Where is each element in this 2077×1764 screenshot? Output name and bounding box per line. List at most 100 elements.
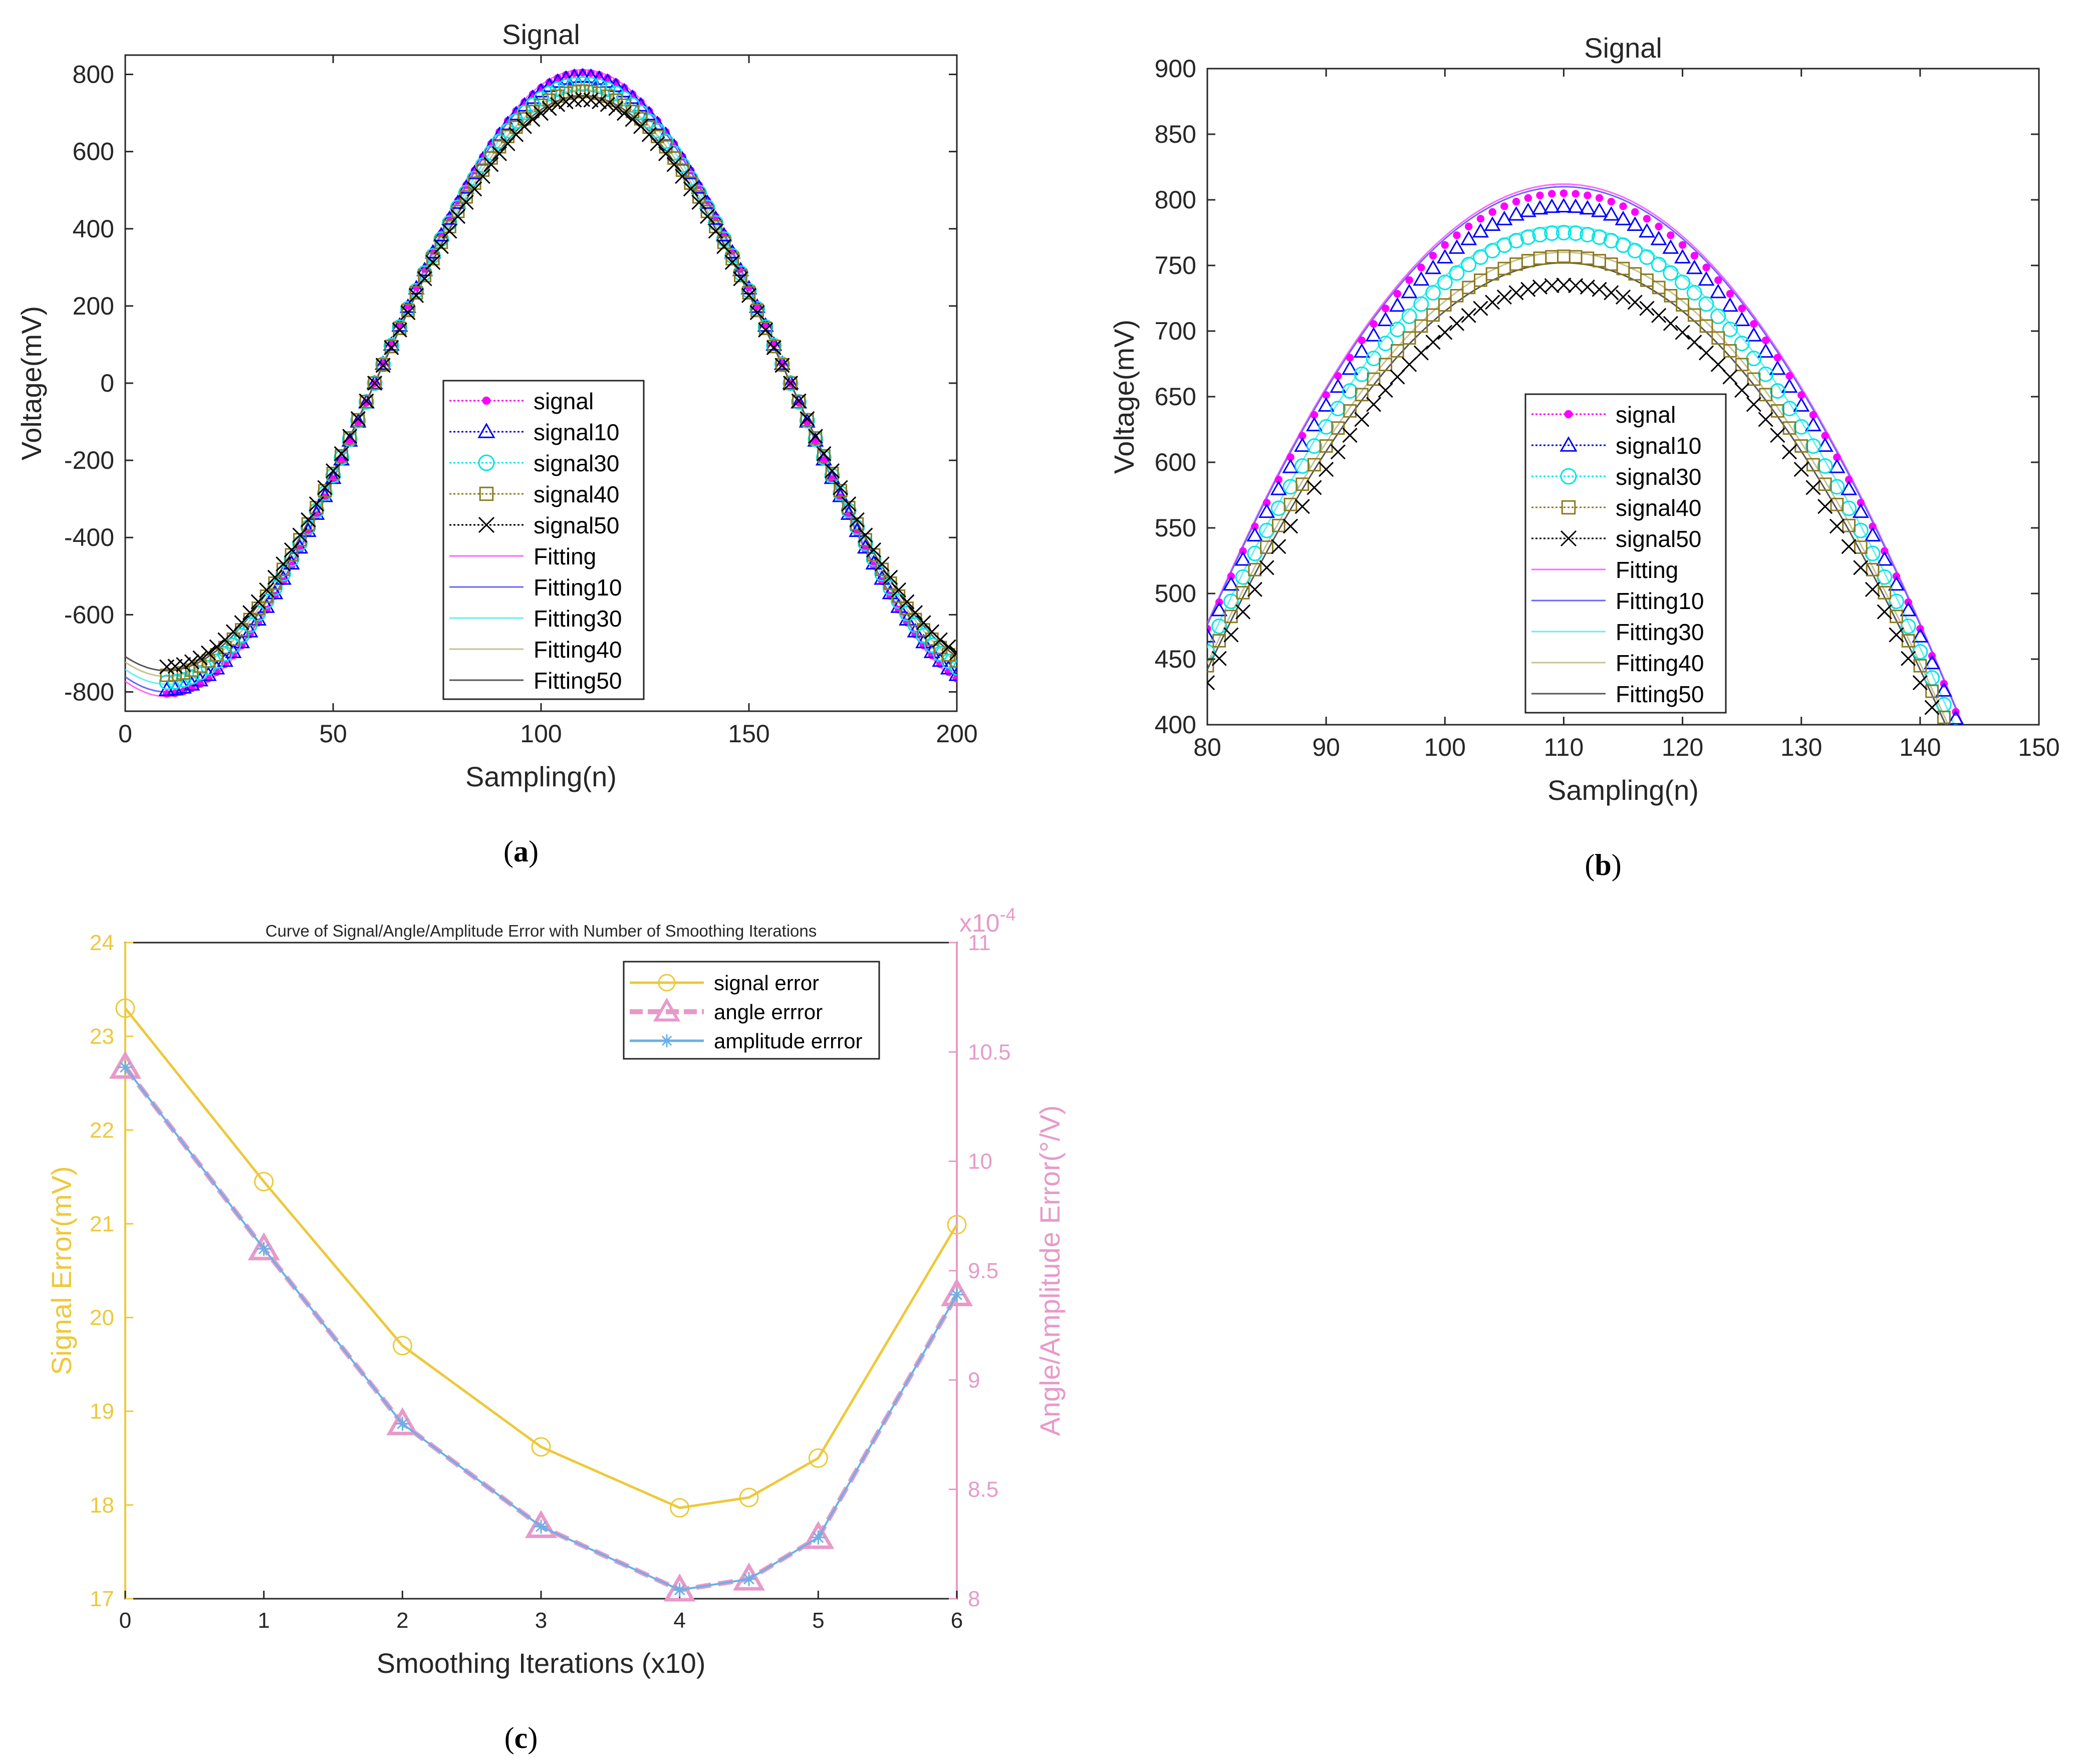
data-point-signal50 [625, 112, 640, 127]
data-point-signal [1488, 208, 1496, 216]
data-point-signal40 [168, 668, 182, 682]
data-point-signal40 [709, 220, 722, 233]
legend-marker-signal10 [477, 422, 495, 438]
legend-marker [660, 1034, 673, 1047]
data-point-signal10 [898, 611, 915, 626]
data-point-signal30 [1663, 265, 1679, 281]
right-y-tick-label: 11 [968, 931, 991, 955]
data-point-signal40 [1248, 562, 1262, 576]
data-point-signal10 [1234, 551, 1251, 566]
data-point-amplitude-errror [534, 1519, 548, 1534]
data-point-signal30 [857, 535, 873, 551]
data-point-signal40 [634, 112, 648, 126]
data-point-signal40 [1664, 289, 1678, 303]
data-point-signal50 [766, 340, 782, 356]
data-point-signal [1702, 263, 1710, 271]
data-point-signal50 [1259, 560, 1274, 575]
data-point-signal50 [301, 512, 316, 527]
caption-b: (b) [1585, 848, 1621, 881]
y-tick-label: 20 [90, 1306, 114, 1330]
data-point-signal50 [1580, 279, 1595, 295]
legend-label: signal40 [1616, 495, 1701, 521]
data-point-signal30 [1532, 227, 1548, 243]
data-point-signal [1548, 190, 1556, 198]
data-point-signal50 [1207, 675, 1215, 691]
x-axis-label-a: Sampling(n) [465, 761, 617, 792]
data-point-signal10 [1829, 458, 1846, 473]
data-point-signal30 [233, 628, 249, 644]
data-point-signal50 [833, 480, 848, 495]
legend-label: signal [534, 388, 594, 414]
data-point-angle-errror [525, 1510, 558, 1538]
data-point-signal10 [1961, 740, 1975, 753]
data-point-signal40 [1913, 659, 1927, 673]
data-point-signal10 [1401, 283, 1418, 299]
data-point-signal30 [500, 123, 516, 139]
data-point-signal50 [1770, 428, 1785, 443]
data-point-signal50 [1508, 285, 1524, 301]
data-point-signal30 [575, 76, 591, 92]
data-point-signal30 [907, 617, 923, 633]
data-point-signal10 [1270, 480, 1287, 495]
data-point-signal50 [1307, 480, 1322, 495]
y-tick-label: 23 [90, 1024, 114, 1049]
data-point-signal30 [317, 485, 333, 501]
signal-markers-a [158, 68, 957, 698]
x-tick-label: 200 [936, 720, 977, 748]
data-point-signal10 [799, 413, 816, 428]
data-point-signal10 [1804, 417, 1822, 432]
data-point-signal [1334, 372, 1342, 380]
data-point-signal50 [666, 157, 682, 172]
data-point-signal10 [1519, 202, 1536, 217]
legend-marker-signal50 [478, 516, 495, 533]
data-point-signal30 [1330, 401, 1346, 417]
data-point-signal [1286, 453, 1294, 461]
legend-label: Fitting40 [1616, 650, 1704, 676]
data-point-signal50 [1793, 462, 1809, 477]
data-point-signal10 [433, 226, 450, 241]
x-tick-label: 1 [257, 1608, 270, 1633]
data-point-signal [1441, 241, 1449, 249]
data-point-signal30 [1207, 644, 1215, 660]
data-point-signal30 [591, 79, 607, 95]
data-point-signal30 [1651, 256, 1667, 272]
legend-label: signal30 [1616, 464, 1701, 490]
data-point-signal40 [376, 358, 390, 372]
data-point-signal30 [558, 79, 574, 95]
data-point-signal [1346, 354, 1354, 362]
data-point-signal50 [891, 582, 906, 598]
data-point-signal40 [1937, 710, 1951, 724]
data-point-amplitude-errror [742, 1572, 756, 1586]
chart-title-c: Curve of Signal/Angle/Amplitude Error wi… [266, 922, 817, 940]
data-point-signal [1370, 320, 1378, 328]
data-point-signal10 [1912, 628, 1929, 643]
data-point-signal10 [516, 97, 533, 112]
data-point-signal30 [275, 566, 291, 582]
data-point-signal30 [1282, 479, 1299, 495]
data-point-signal30 [1686, 285, 1702, 301]
data-point-signal40 [842, 500, 856, 514]
y-tick-label: 750 [1155, 251, 1196, 279]
y-tick-label: 19 [90, 1399, 114, 1424]
data-point-signal30 [1580, 227, 1596, 243]
data-point-signal40 [784, 376, 798, 390]
data-point-signal-error [254, 1171, 274, 1192]
data-point-signal10 [832, 487, 849, 502]
data-point-signal [1667, 231, 1675, 239]
data-point-signal50 [816, 446, 832, 461]
data-point-signal40 [1782, 421, 1796, 435]
right-y-tick-label: 9.5 [968, 1259, 998, 1283]
data-point-signal40 [401, 304, 415, 318]
legend-label: signal50 [534, 512, 619, 538]
data-point-signal10 [499, 115, 516, 130]
legend-label: Fitting50 [534, 668, 622, 694]
data-point-signal40 [1283, 497, 1297, 511]
y-tick-label: 650 [1155, 383, 1196, 411]
data-point-signal10 [267, 584, 284, 600]
data-point-signal [1690, 251, 1698, 260]
data-point-signal10 [1972, 769, 1986, 781]
data-point-signal50 [691, 194, 707, 210]
data-point-signal40 [725, 252, 739, 266]
data-point-signal50 [267, 569, 283, 585]
data-point-signal10 [1472, 223, 1489, 238]
